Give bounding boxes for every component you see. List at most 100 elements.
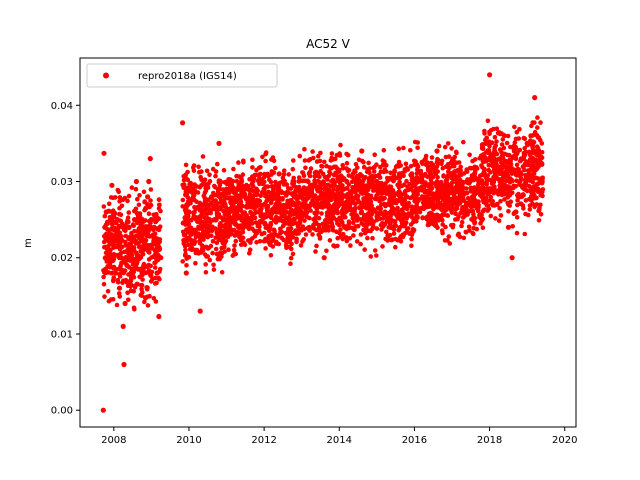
data-point [271, 227, 277, 233]
data-point [288, 261, 293, 267]
y-tick-label: 0.04 [51, 101, 73, 112]
data-point [435, 175, 440, 180]
data-point [214, 240, 220, 245]
data-point [239, 213, 244, 219]
data-point [130, 238, 135, 244]
data-point [109, 233, 115, 238]
data-point [198, 226, 203, 231]
data-point [222, 241, 227, 246]
data-point [492, 134, 498, 140]
data-point [130, 256, 135, 262]
data-point [513, 144, 518, 150]
data-point [454, 150, 459, 156]
data-point [450, 157, 456, 163]
data-point [344, 178, 350, 185]
data-point [409, 232, 415, 238]
data-point [372, 152, 378, 157]
data-point [244, 182, 249, 188]
data-point [186, 209, 192, 215]
data-point [307, 157, 313, 162]
data-point [232, 227, 237, 233]
data-point [318, 150, 323, 156]
data-point [146, 211, 152, 216]
data-point [414, 219, 419, 224]
data-point [222, 244, 227, 250]
data-point [433, 194, 439, 200]
data-point [350, 220, 356, 225]
data-point [316, 232, 322, 237]
data-point [226, 219, 231, 225]
data-point [435, 213, 440, 218]
data-point [194, 231, 199, 237]
data-point [137, 213, 143, 219]
data-point [224, 225, 230, 230]
data-point [236, 160, 241, 165]
data-point [240, 229, 246, 235]
data-point [274, 239, 279, 245]
x-tick-label: 2020 [552, 435, 577, 446]
data-point [411, 209, 417, 215]
data-point [291, 217, 297, 223]
data-point [302, 158, 308, 163]
data-point [207, 179, 213, 184]
data-point [481, 159, 486, 165]
data-point [199, 243, 205, 248]
data-point [518, 201, 523, 206]
data-point [288, 255, 294, 261]
data-point [244, 213, 250, 218]
data-point [441, 201, 448, 207]
data-point [464, 167, 470, 172]
data-point [354, 215, 360, 220]
data-point [536, 153, 542, 158]
data-point [496, 218, 502, 223]
data-point [142, 299, 147, 305]
data-point [401, 223, 407, 229]
data-point [389, 210, 394, 215]
data-point [122, 268, 128, 273]
data-point [326, 173, 332, 179]
data-point [124, 262, 130, 268]
data-point [269, 184, 275, 189]
data-point [258, 210, 263, 216]
data-point [281, 213, 286, 219]
data-point [381, 201, 387, 207]
data-point [310, 149, 315, 154]
data-point [502, 197, 507, 202]
data-point [433, 221, 438, 227]
data-point [527, 203, 533, 208]
data-point [511, 148, 517, 154]
data-point [446, 234, 452, 239]
data-point [131, 217, 138, 223]
data-point [440, 230, 445, 236]
data-point [113, 267, 119, 272]
data-point [218, 179, 224, 185]
data-point [156, 313, 162, 320]
data-point [539, 178, 545, 185]
data-point [286, 210, 291, 215]
data-point [189, 217, 194, 223]
data-point [404, 194, 410, 200]
data-point [257, 238, 263, 244]
data-point [271, 209, 277, 215]
data-point [413, 186, 419, 192]
data-point [230, 219, 235, 225]
data-point [346, 194, 352, 199]
data-point [285, 204, 291, 210]
data-point [300, 239, 305, 244]
data-point [277, 196, 282, 201]
data-point [270, 155, 276, 160]
data-point [511, 183, 517, 189]
data-point [414, 213, 419, 219]
data-point [395, 175, 400, 180]
data-point [383, 181, 388, 186]
data-point [501, 170, 507, 176]
data-point [530, 173, 536, 178]
data-point [291, 175, 297, 181]
data-point [234, 178, 240, 184]
data-point [231, 213, 237, 219]
data-point [449, 210, 455, 215]
data-point [245, 219, 251, 225]
data-point [207, 172, 212, 177]
data-point [344, 204, 350, 209]
data-point [429, 155, 435, 160]
